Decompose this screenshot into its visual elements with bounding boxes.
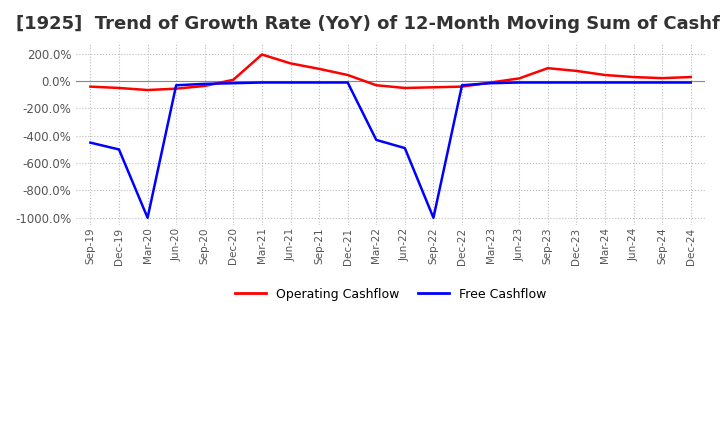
Title: [1925]  Trend of Growth Rate (YoY) of 12-Month Moving Sum of Cashflows: [1925] Trend of Growth Rate (YoY) of 12-…: [16, 15, 720, 33]
Legend: Operating Cashflow, Free Cashflow: Operating Cashflow, Free Cashflow: [230, 282, 552, 306]
